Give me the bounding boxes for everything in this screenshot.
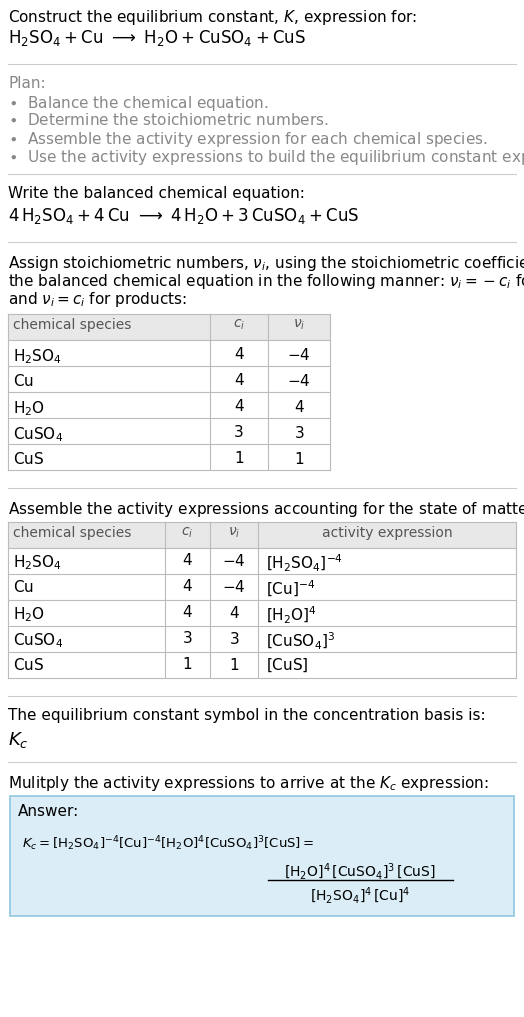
- Text: The equilibrium constant symbol in the concentration basis is:: The equilibrium constant symbol in the c…: [8, 708, 486, 723]
- Text: $-4$: $-4$: [287, 347, 311, 363]
- Text: $\mathrm{H_2O}$: $\mathrm{H_2O}$: [13, 605, 45, 623]
- Text: $c_i$: $c_i$: [233, 318, 245, 333]
- Text: $[\mathrm{H_2O}]^{4}$: $[\mathrm{H_2O}]^{4}$: [266, 605, 317, 626]
- Text: $[\mathrm{H_2SO_4}]^{4}\,[\mathrm{Cu}]^{4}$: $[\mathrm{H_2SO_4}]^{4}\,[\mathrm{Cu}]^{…: [310, 886, 410, 906]
- Text: $\mathrm{Cu}$: $\mathrm{Cu}$: [13, 373, 34, 388]
- Text: Assign stoichiometric numbers, $\nu_i$, using the stoichiometric coefficients, $: Assign stoichiometric numbers, $\nu_i$, …: [8, 254, 524, 273]
- Text: Mulitply the activity expressions to arrive at the $K_c$ expression:: Mulitply the activity expressions to arr…: [8, 774, 489, 793]
- Text: $[\mathrm{H_2SO_4}]^{-4}$: $[\mathrm{H_2SO_4}]^{-4}$: [266, 553, 343, 575]
- Text: $\mathrm{H_2SO_4} + \mathrm{Cu}\ \longrightarrow\ \mathrm{H_2O} + \mathrm{CuSO_4: $\mathrm{H_2SO_4} + \mathrm{Cu}\ \longri…: [8, 28, 306, 48]
- Text: $-4$: $-4$: [222, 553, 246, 569]
- Text: $\mathrm{H_2SO_4}$: $\mathrm{H_2SO_4}$: [13, 553, 62, 572]
- Text: $\bullet$  Balance the chemical equation.: $\bullet$ Balance the chemical equation.: [8, 94, 269, 113]
- Text: Write the balanced chemical equation:: Write the balanced chemical equation:: [8, 186, 305, 201]
- Text: 3: 3: [183, 631, 192, 646]
- Text: 4: 4: [234, 373, 244, 388]
- Text: 4: 4: [183, 579, 192, 594]
- Text: $-4$: $-4$: [287, 373, 311, 388]
- Text: 1: 1: [234, 451, 244, 466]
- Text: Construct the equilibrium constant, $K$, expression for:: Construct the equilibrium constant, $K$,…: [8, 8, 417, 27]
- Text: $-4$: $-4$: [222, 579, 246, 595]
- Text: $\mathrm{CuSO_4}$: $\mathrm{CuSO_4}$: [13, 631, 63, 650]
- Text: $[\mathrm{CuSO_4}]^{3}$: $[\mathrm{CuSO_4}]^{3}$: [266, 631, 335, 652]
- Text: the balanced chemical equation in the following manner: $\nu_i = -c_i$ for react: the balanced chemical equation in the fo…: [8, 272, 524, 291]
- Text: Assemble the activity expressions accounting for the state of matter and $\nu_i$: Assemble the activity expressions accoun…: [8, 500, 524, 519]
- Text: $\nu_i$: $\nu_i$: [293, 318, 305, 333]
- Text: 3: 3: [234, 425, 244, 440]
- Text: $\bullet$  Use the activity expressions to build the equilibrium constant expres: $\bullet$ Use the activity expressions t…: [8, 148, 524, 167]
- Text: chemical species: chemical species: [13, 318, 132, 332]
- Text: $\nu_i$: $\nu_i$: [228, 526, 240, 540]
- Text: $1$: $1$: [294, 451, 304, 467]
- Text: $\mathrm{CuSO_4}$: $\mathrm{CuSO_4}$: [13, 425, 63, 443]
- Text: $4$: $4$: [293, 399, 304, 415]
- Text: $4$: $4$: [228, 605, 239, 621]
- Text: $3$: $3$: [294, 425, 304, 441]
- Text: $K_c = [\mathrm{H_2SO_4}]^{-4}[\mathrm{Cu}]^{-4}[\mathrm{H_2O}]^{4}[\mathrm{CuSO: $K_c = [\mathrm{H_2SO_4}]^{-4}[\mathrm{C…: [22, 834, 314, 852]
- Text: $\bullet$  Determine the stoichiometric numbers.: $\bullet$ Determine the stoichiometric n…: [8, 112, 329, 128]
- Text: 4: 4: [183, 605, 192, 620]
- Text: activity expression: activity expression: [322, 526, 452, 540]
- Text: and $\nu_i = c_i$ for products:: and $\nu_i = c_i$ for products:: [8, 290, 187, 309]
- Text: 1: 1: [183, 657, 192, 672]
- FancyBboxPatch shape: [10, 796, 514, 916]
- Text: Plan:: Plan:: [8, 76, 46, 91]
- Text: 4: 4: [183, 553, 192, 569]
- Text: $\mathrm{CuS}$: $\mathrm{CuS}$: [13, 451, 44, 467]
- Text: Answer:: Answer:: [18, 804, 79, 819]
- Text: $4\,\mathrm{H_2SO_4} + 4\,\mathrm{Cu}\ \longrightarrow\ 4\,\mathrm{H_2O} + 3\,\m: $4\,\mathrm{H_2SO_4} + 4\,\mathrm{Cu}\ \…: [8, 206, 359, 226]
- Bar: [8, 522, 516, 548]
- Text: 4: 4: [234, 347, 244, 362]
- Text: $\mathrm{CuS}$: $\mathrm{CuS}$: [13, 657, 44, 673]
- Text: $[\mathrm{CuS}]$: $[\mathrm{CuS}]$: [266, 657, 309, 674]
- Text: $K_c$: $K_c$: [8, 730, 29, 750]
- Text: $c_i$: $c_i$: [181, 526, 194, 540]
- Text: $\mathrm{Cu}$: $\mathrm{Cu}$: [13, 579, 34, 595]
- Text: 4: 4: [234, 399, 244, 414]
- Text: $[\mathrm{Cu}]^{-4}$: $[\mathrm{Cu}]^{-4}$: [266, 579, 315, 599]
- Text: $\mathrm{H_2O}$: $\mathrm{H_2O}$: [13, 399, 45, 418]
- Text: $\bullet$  Assemble the activity expression for each chemical species.: $\bullet$ Assemble the activity expressi…: [8, 130, 487, 149]
- Text: $\mathrm{H_2SO_4}$: $\mathrm{H_2SO_4}$: [13, 347, 62, 366]
- Text: $[\mathrm{H_2O}]^{4}\,[\mathrm{CuSO_4}]^{3}\,[\mathrm{CuS}]$: $[\mathrm{H_2O}]^{4}\,[\mathrm{CuSO_4}]^…: [284, 862, 436, 883]
- Text: $3$: $3$: [229, 631, 239, 647]
- Bar: [8, 314, 330, 340]
- Text: $1$: $1$: [229, 657, 239, 673]
- Text: chemical species: chemical species: [13, 526, 132, 540]
